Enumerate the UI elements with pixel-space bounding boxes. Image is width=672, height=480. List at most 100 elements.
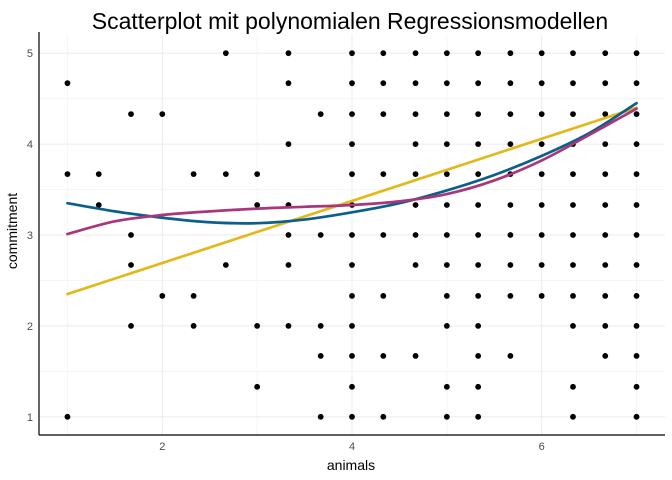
- data-point: [602, 202, 609, 208]
- data-point: [475, 323, 482, 329]
- data-point: [475, 111, 482, 117]
- data-point: [507, 293, 514, 299]
- data-point: [570, 171, 576, 177]
- regression-line-degree-2: [66, 101, 638, 225]
- data-point: [570, 262, 576, 268]
- data-point: [507, 232, 514, 238]
- data-point: [412, 171, 419, 177]
- data-point: [380, 232, 387, 238]
- regression-line-degree-3: [66, 107, 638, 236]
- data-point: [633, 80, 640, 87]
- data-point: [443, 171, 450, 177]
- data-point: [412, 141, 419, 147]
- data-point: [349, 171, 355, 177]
- data-point: [412, 111, 419, 117]
- data-point: [633, 262, 640, 268]
- data-point: [190, 293, 197, 299]
- data-point: [222, 171, 229, 177]
- data-point: [443, 232, 450, 238]
- data-point: [349, 413, 355, 420]
- regression-line-degree-1: [66, 106, 638, 296]
- y-axis-title: commitment: [4, 193, 20, 269]
- data-point: [602, 323, 609, 329]
- data-point: [538, 80, 545, 87]
- data-point: [349, 262, 355, 268]
- data-point: [412, 80, 419, 87]
- data-point: [633, 111, 640, 117]
- data-point: [128, 262, 134, 268]
- data-point: [633, 353, 640, 359]
- regression-lines: [66, 101, 638, 296]
- data-point: [190, 171, 197, 177]
- y-tick-label: 1: [27, 412, 33, 424]
- data-point: [475, 232, 482, 238]
- data-point: [412, 202, 419, 208]
- data-point: [475, 80, 482, 87]
- data-point: [349, 50, 355, 57]
- data-point: [317, 353, 324, 359]
- data-point: [285, 141, 292, 147]
- data-point: [64, 80, 71, 87]
- data-point: [380, 353, 387, 359]
- data-point: [570, 232, 576, 238]
- data-point: [285, 80, 292, 87]
- data-point: [570, 202, 576, 208]
- data-point: [380, 50, 387, 57]
- data-point: [254, 171, 261, 177]
- data-point: [570, 323, 576, 329]
- data-point: [380, 413, 387, 420]
- data-point: [538, 111, 545, 117]
- data-point: [633, 323, 640, 329]
- x-tick-label: 2: [159, 441, 165, 453]
- data-point: [602, 171, 609, 177]
- data-point: [412, 353, 419, 359]
- data-point: [317, 323, 324, 329]
- data-point: [570, 50, 576, 57]
- data-point: [633, 293, 640, 299]
- data-point: [570, 383, 576, 390]
- data-point: [443, 202, 450, 208]
- data-point: [64, 171, 71, 177]
- data-point: [349, 80, 355, 87]
- x-tick-label: 4: [349, 441, 355, 453]
- chart-title: Scatterplot mit polynomialen Regressions…: [92, 8, 608, 34]
- data-point: [538, 293, 545, 299]
- data-point: [602, 353, 609, 359]
- data-point: [254, 383, 261, 390]
- data-point: [128, 111, 134, 117]
- data-point: [475, 50, 482, 57]
- data-point: [538, 232, 545, 238]
- data-point: [507, 111, 514, 117]
- data-point: [190, 323, 197, 329]
- data-point: [602, 262, 609, 268]
- data-point: [349, 383, 355, 390]
- data-point: [602, 111, 609, 117]
- data-point: [633, 141, 640, 147]
- data-point: [349, 232, 355, 238]
- data-point: [507, 50, 514, 57]
- data-point: [475, 383, 482, 390]
- data-point: [285, 323, 292, 329]
- data-point: [507, 141, 514, 147]
- data-point: [602, 50, 609, 57]
- data-point: [64, 413, 71, 420]
- data-point: [633, 383, 640, 390]
- data-point: [349, 353, 355, 359]
- data-point: [285, 262, 292, 268]
- data-point: [380, 171, 387, 177]
- data-point: [317, 111, 324, 117]
- data-point: [633, 232, 640, 238]
- data-point: [349, 141, 355, 147]
- data-point: [507, 262, 514, 268]
- data-point: [222, 50, 229, 57]
- y-tick-label: 2: [27, 321, 33, 333]
- data-point: [443, 80, 450, 87]
- data-point: [633, 50, 640, 57]
- data-point: [285, 232, 292, 238]
- data-point: [412, 50, 419, 57]
- data-point: [443, 293, 450, 299]
- data-point: [538, 50, 545, 57]
- y-tick-label: 5: [27, 48, 33, 60]
- data-point: [128, 323, 134, 329]
